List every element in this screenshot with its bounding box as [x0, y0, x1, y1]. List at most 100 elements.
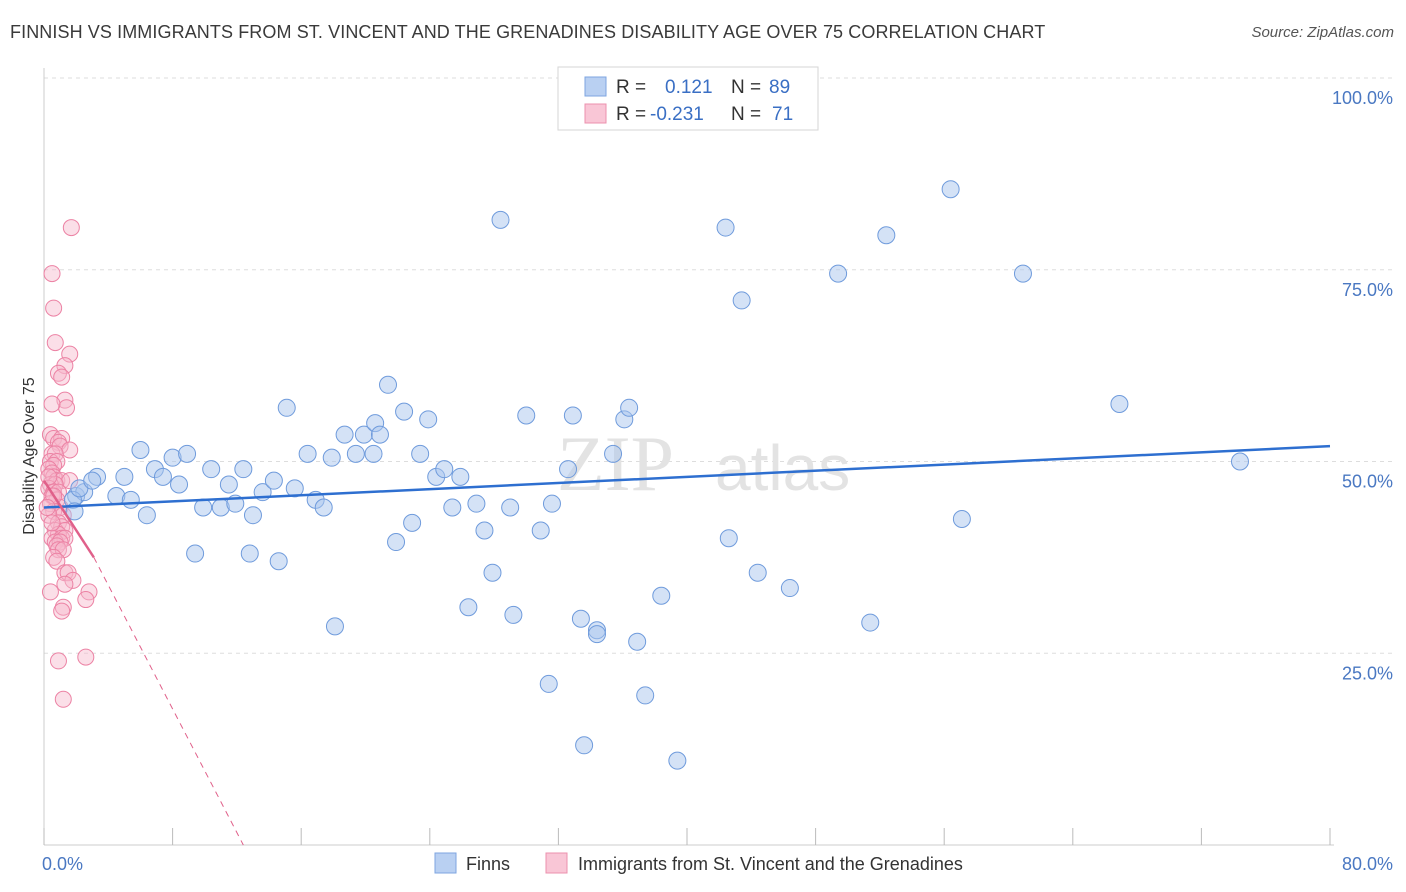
finns-point: [298, 444, 317, 463]
svg-point: [58, 399, 76, 417]
finns-point: [178, 444, 197, 463]
bottom-legend-svg: Immigrants from St. Vincent and the Gren…: [578, 854, 963, 874]
finns-point: [1013, 264, 1032, 283]
legend-swatch-finns: [584, 76, 607, 97]
x-tick-labels: 0.0% 80.0%: [42, 854, 1393, 874]
finns-point: [652, 586, 671, 605]
finns-point: [121, 490, 140, 509]
legend-n-label-svg: N =: [731, 104, 761, 125]
trend-line-finns: [43, 444, 1331, 509]
finns-point: [483, 563, 502, 582]
finns-point: [517, 406, 536, 425]
legend-r-value-svg: -0.231: [650, 104, 704, 125]
finns-point: [325, 617, 344, 636]
svg-point: [62, 219, 80, 237]
finns-point: [322, 448, 341, 467]
bottom-legend-finns: Finns: [466, 854, 510, 874]
finns-point: [234, 460, 253, 479]
finns-point: [571, 609, 590, 628]
watermark: ZIP atlas: [557, 420, 850, 507]
bottom-legend-swatch-finns: [434, 852, 457, 874]
svg-point: [41, 583, 59, 601]
svg-point: [43, 395, 61, 413]
y-tick-label-0: 25.0%: [1342, 663, 1393, 683]
legend-n-value-svg: 71: [772, 104, 793, 125]
finns-point: [395, 402, 414, 421]
y-tick-labels: 25.0% 50.0% 75.0% 100.0%: [1332, 88, 1393, 683]
finns-point: [314, 498, 333, 517]
finns-point: [137, 506, 156, 525]
finns-point: [563, 406, 582, 425]
svg-point: [45, 299, 63, 317]
svg-point: [53, 602, 71, 620]
chart-title: FINNISH VS IMMIGRANTS FROM ST. VINCENT A…: [10, 22, 1046, 42]
watermark-zip: ZIP: [557, 420, 674, 507]
finns-point: [575, 736, 594, 755]
svg-point: [56, 575, 74, 593]
gridlines: [44, 77, 1393, 654]
finns-point: [411, 444, 430, 463]
finns-point: [467, 494, 486, 513]
correlation-legend: R = 0.121 N = 89 R = -0.231 N = 71: [557, 66, 819, 131]
svg-point: [46, 334, 64, 352]
finns-point: [240, 544, 259, 563]
finns-point: [202, 460, 221, 479]
finns-point: [370, 425, 389, 444]
finns-point: [620, 398, 639, 417]
finns-point: [186, 544, 205, 563]
finns-point: [861, 613, 880, 632]
finns-point: [877, 226, 896, 245]
finns-point: [219, 475, 238, 494]
y-tick-label-2: 75.0%: [1342, 280, 1393, 300]
finns-point: [83, 471, 102, 490]
legend-swatch-svg: [584, 103, 607, 124]
finns-point: [628, 632, 647, 651]
y-tick-label-1: 50.0%: [1342, 472, 1393, 492]
finns-point: [491, 210, 510, 229]
series-svg-points: [38, 219, 98, 708]
finns-point: [419, 410, 438, 429]
finns-point: [451, 467, 470, 486]
finns-point: [539, 674, 558, 693]
svg-point: [54, 690, 72, 708]
finns-point: [435, 460, 454, 479]
finns-point: [269, 552, 288, 571]
finns-point: [732, 291, 751, 310]
finns-point: [443, 498, 462, 517]
svg-point: [43, 265, 61, 283]
trend-lines: [42, 444, 1331, 846]
finns-point: [587, 625, 606, 644]
legend-r-label-svg: R =: [616, 104, 646, 125]
finns-point: [748, 563, 767, 582]
finns-point: [346, 444, 365, 463]
finns-point: [194, 498, 213, 517]
finns-point: [277, 398, 296, 417]
finns-point: [559, 460, 578, 479]
finns-point: [379, 375, 398, 394]
finns-point: [170, 475, 189, 494]
trend-line-svg: [42, 479, 95, 559]
axes: [43, 68, 1334, 846]
finns-point: [475, 521, 494, 540]
finns-point: [501, 498, 520, 517]
x-tick-label-1: 80.0%: [1342, 854, 1393, 874]
finns-point: [716, 218, 735, 237]
svg-point: [40, 468, 58, 486]
legend-n-label-finns: N =: [731, 77, 761, 98]
finns-point: [719, 529, 738, 548]
svg-point: [43, 514, 61, 532]
finns-point: [829, 264, 848, 283]
svg-point: [61, 441, 79, 459]
svg-point: [48, 552, 66, 570]
source-label: Source: ZipAtlas.com: [1251, 24, 1394, 41]
finns-point: [115, 467, 134, 486]
y-axis-title: Disability Age Over 75: [21, 377, 38, 535]
finns-point: [531, 521, 550, 540]
svg-point: [49, 652, 67, 670]
finns-point: [504, 605, 523, 624]
y-tick-label-3: 100.0%: [1332, 88, 1393, 108]
finns-point: [131, 440, 150, 459]
x-tick-label-0: 0.0%: [42, 854, 83, 874]
finns-point: [335, 425, 354, 444]
